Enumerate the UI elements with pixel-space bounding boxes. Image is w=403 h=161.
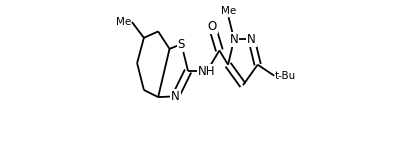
Text: O: O	[208, 20, 217, 33]
Text: NH: NH	[198, 65, 216, 77]
Text: S: S	[178, 38, 185, 51]
Text: N: N	[230, 33, 239, 46]
Text: t-Bu: t-Bu	[275, 71, 296, 81]
Text: Me: Me	[221, 6, 236, 16]
Text: N: N	[171, 90, 180, 103]
Text: N: N	[247, 33, 256, 46]
Text: Me: Me	[116, 17, 131, 27]
